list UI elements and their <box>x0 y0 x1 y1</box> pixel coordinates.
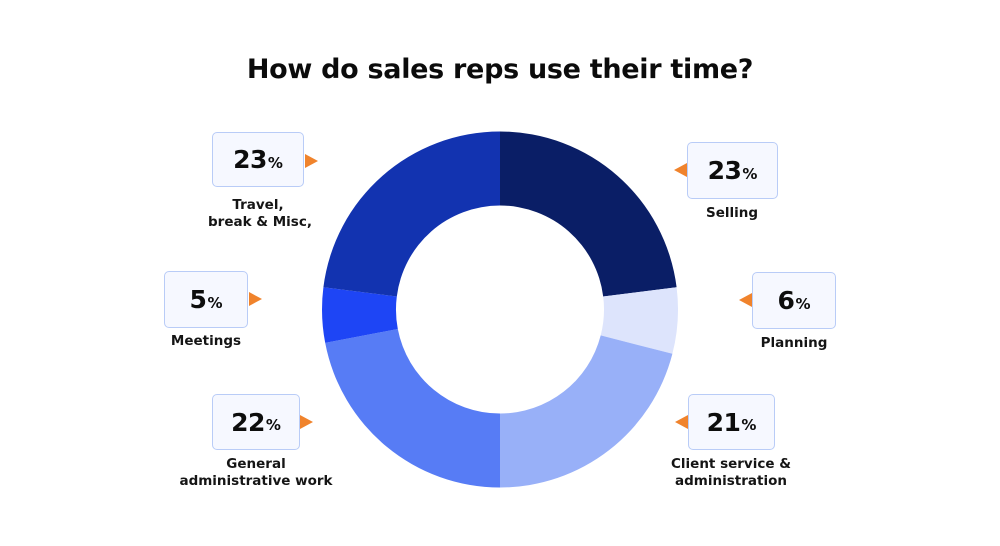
callout-label-selling: Selling <box>705 205 759 221</box>
callout-value: 5 <box>189 285 207 314</box>
segment-selling <box>500 131 677 297</box>
segment-planning <box>600 287 679 354</box>
segment-meetings <box>322 287 398 343</box>
pointer-arrow-icon <box>249 292 262 306</box>
pointer-arrow-icon <box>739 293 752 307</box>
callout-label-general-admin: General administrative work <box>179 456 333 489</box>
callout-value: 21 <box>706 407 741 437</box>
segment-general-admin <box>325 329 500 488</box>
callout-card-planning: 6% <box>752 272 836 329</box>
segment-client-service <box>500 335 673 488</box>
percent-sign: % <box>741 416 757 434</box>
chart-title: How do sales reps use their time? <box>246 54 754 85</box>
percent-sign: % <box>265 416 281 434</box>
callout-card-travel: 23% <box>212 132 304 187</box>
callout-card-meetings: 5% <box>164 271 248 328</box>
percent-sign: % <box>267 153 283 172</box>
callout-label-meetings: Meetings <box>170 333 242 349</box>
callout-value: 23 <box>233 145 267 174</box>
callout-card-client-service: 21% <box>688 394 775 450</box>
percent-sign: % <box>795 294 811 313</box>
pointer-arrow-icon <box>300 415 313 429</box>
percent-sign: % <box>742 164 758 183</box>
callout-value: 6 <box>777 286 795 315</box>
callout-value: 23 <box>707 156 742 185</box>
pointer-arrow-icon <box>305 154 318 168</box>
percent-sign: % <box>207 293 223 312</box>
callout-label-planning: Planning <box>760 335 828 351</box>
callout-label-client-service: Client service & administration <box>671 456 791 489</box>
callout-card-selling: 23% <box>687 142 778 199</box>
callout-card-general-admin: 22% <box>212 394 300 450</box>
callout-value: 22 <box>231 407 265 437</box>
pointer-arrow-icon <box>675 415 688 429</box>
segment-travel <box>323 131 500 297</box>
pointer-arrow-icon <box>674 163 687 177</box>
callout-label-travel: Travel, break & Misc, <box>208 197 312 230</box>
